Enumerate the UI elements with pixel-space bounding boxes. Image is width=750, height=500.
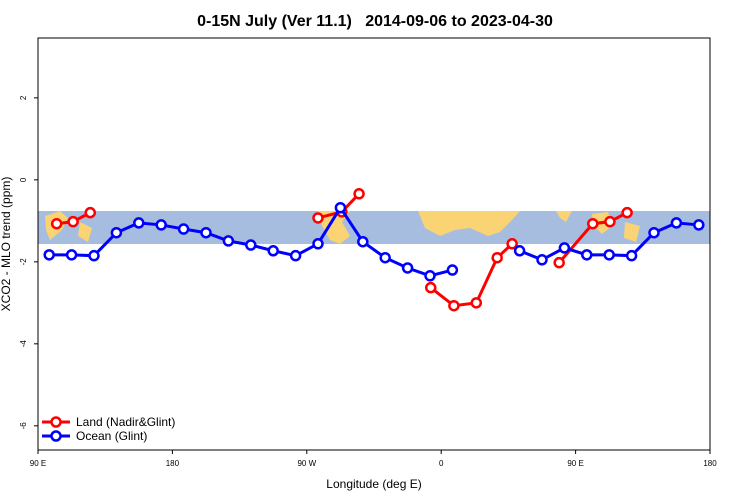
legend: Land (Nadir&Glint)Ocean (Glint) bbox=[42, 415, 175, 443]
x-tick-label: 180 bbox=[703, 459, 717, 468]
legend-label: Ocean (Glint) bbox=[76, 429, 147, 443]
y-tick-label: -2 bbox=[19, 258, 28, 266]
x-tick-label: 90 W bbox=[297, 459, 316, 468]
x-tick-label: 0 bbox=[439, 459, 444, 468]
data-point bbox=[334, 201, 347, 214]
data-point bbox=[587, 217, 599, 230]
y-tick-label: 0 bbox=[19, 177, 28, 182]
plot-frame bbox=[37, 37, 711, 451]
data-point bbox=[513, 245, 526, 257]
data-point bbox=[43, 249, 55, 261]
data-point bbox=[133, 217, 145, 229]
data-point bbox=[670, 217, 683, 229]
data-point bbox=[553, 256, 565, 269]
data-point bbox=[289, 249, 302, 262]
data-point bbox=[88, 249, 100, 262]
data-point bbox=[470, 297, 483, 309]
y-tick-label: 2 bbox=[19, 95, 28, 100]
data-point bbox=[424, 281, 437, 294]
y-tick-label: -4 bbox=[19, 340, 28, 348]
data-point bbox=[604, 215, 616, 228]
x-tick-label: 180 bbox=[166, 459, 180, 468]
land-shape bbox=[556, 211, 640, 242]
data-point bbox=[267, 245, 279, 257]
land-shape bbox=[318, 211, 350, 244]
data-point bbox=[155, 219, 167, 231]
data-point bbox=[448, 299, 460, 312]
chart-title: 0-15N July (Ver 11.1) 2014-09-06 to 2023… bbox=[197, 13, 553, 30]
land-shape bbox=[418, 211, 520, 236]
data-point bbox=[558, 242, 571, 254]
x-tick-label: 90 E bbox=[30, 459, 46, 468]
data-point bbox=[110, 226, 123, 239]
map-strip bbox=[38, 211, 710, 244]
data-point bbox=[50, 217, 63, 230]
x-tick-label: 90 E bbox=[567, 459, 583, 468]
x-axis-label: Longitude (deg E) bbox=[326, 477, 421, 491]
data-point bbox=[581, 249, 593, 261]
data-point bbox=[446, 264, 459, 276]
data-point bbox=[648, 226, 660, 239]
data-point bbox=[353, 188, 365, 200]
data-point bbox=[245, 239, 257, 251]
data-point bbox=[200, 226, 212, 239]
data-point bbox=[312, 212, 324, 224]
y-tick-label: -6 bbox=[19, 422, 28, 430]
data-point bbox=[424, 270, 436, 282]
data-point bbox=[536, 254, 548, 266]
data-point bbox=[65, 249, 78, 261]
data-point bbox=[222, 235, 235, 247]
legend-label: Land (Nadir&Glint) bbox=[76, 415, 175, 429]
data-point bbox=[401, 262, 414, 274]
legend-marker bbox=[50, 416, 62, 428]
data-point bbox=[379, 251, 391, 264]
legend-marker bbox=[50, 430, 62, 442]
data-point bbox=[603, 249, 615, 261]
data-point bbox=[491, 251, 503, 264]
data-point bbox=[621, 206, 633, 219]
data-point bbox=[177, 223, 190, 235]
data-point bbox=[84, 206, 97, 219]
data-point bbox=[506, 238, 518, 250]
data-point bbox=[312, 238, 324, 250]
data-point bbox=[625, 249, 638, 262]
data-point bbox=[67, 215, 79, 228]
data-point bbox=[357, 235, 369, 248]
y-axis-label: XCO2 - MLO trend (ppm) bbox=[0, 177, 13, 312]
data-point bbox=[693, 219, 705, 231]
